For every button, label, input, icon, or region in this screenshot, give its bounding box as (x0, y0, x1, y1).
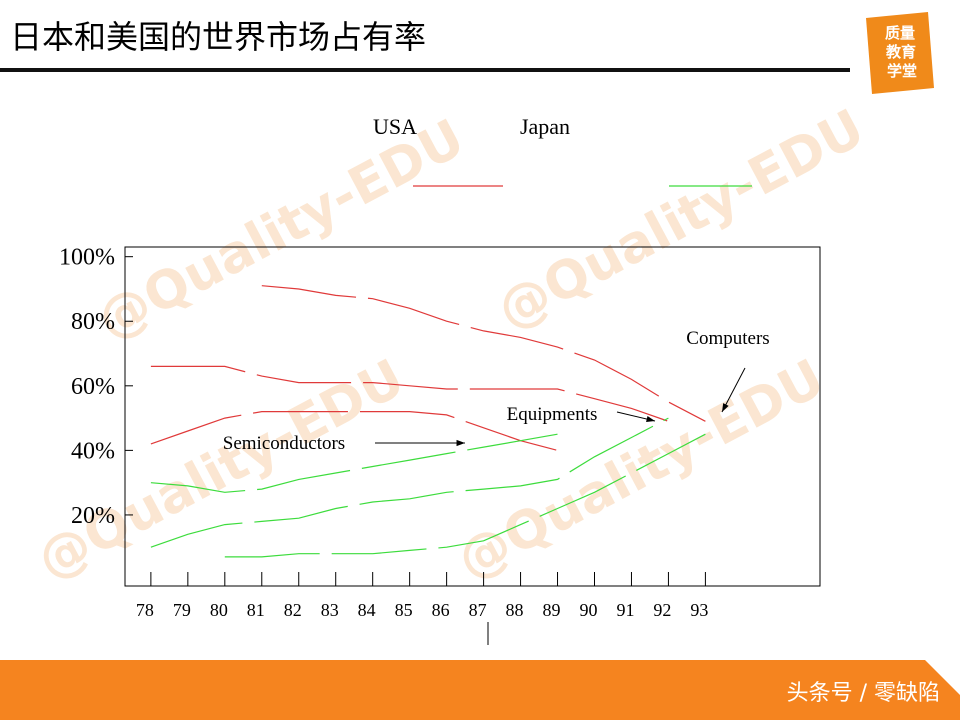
logo-text: 质量 (885, 24, 915, 42)
footer-caption: 头条号 / 零缺陷 (787, 681, 940, 706)
annotation: Computers (686, 328, 769, 349)
watermark: @Quality-EDU (88, 108, 474, 351)
series-line (150, 433, 558, 493)
series-line (150, 417, 669, 548)
title-rule (0, 68, 850, 72)
x-tick-label: 93 (690, 600, 708, 620)
logo: 质量 教育 学堂 (866, 12, 934, 94)
x-tick-label: 82 (284, 600, 302, 620)
logo-text: 学堂 (887, 62, 917, 80)
x-tick-label: 79 (173, 600, 191, 620)
series-line (224, 433, 706, 558)
series-line (150, 365, 669, 422)
y-tick-label: 100% (59, 245, 115, 271)
annotation: Equipments (507, 404, 598, 425)
logo-text: 教育 (885, 43, 916, 61)
annotation: Semiconductors (223, 433, 345, 454)
x-tick-label: 80 (210, 600, 228, 620)
x-tick-label: 91 (616, 600, 634, 620)
x-tick-label: 85 (395, 600, 413, 620)
x-tick-label: 88 (506, 600, 524, 620)
plot-frame (124, 246, 821, 587)
x-tick-label: 87 (469, 600, 487, 620)
y-tick-label: 80% (71, 309, 115, 335)
chart: USA Japan 100% 80% 60% 40% 20% 78 79 80 81 82 83 84 85… (59, 114, 770, 620)
arrow-head (646, 416, 655, 423)
x-tick-label: 84 (358, 600, 376, 620)
x-tick-label: 81 (247, 600, 265, 620)
series-line (261, 285, 706, 422)
legend-label: USA (373, 114, 417, 139)
x-tick-label: 86 (432, 600, 450, 620)
y-tick-label: 60% (71, 374, 115, 400)
arrow-head (456, 439, 465, 447)
x-tick-label: 78 (136, 600, 154, 620)
x-tick-label: 92 (653, 600, 671, 620)
x-tick-label: 89 (543, 600, 561, 620)
slide-title: 日本和美国的世界市场占有率 (10, 18, 426, 56)
x-tick-label: 90 (579, 600, 597, 620)
y-tick-label: 40% (71, 438, 115, 464)
y-tick-label: 20% (71, 503, 115, 529)
x-tick-label: 83 (321, 600, 339, 620)
series-line (150, 411, 558, 451)
arrow-head (722, 403, 729, 412)
footer-band (0, 660, 960, 720)
legend-label: Japan (520, 114, 570, 139)
